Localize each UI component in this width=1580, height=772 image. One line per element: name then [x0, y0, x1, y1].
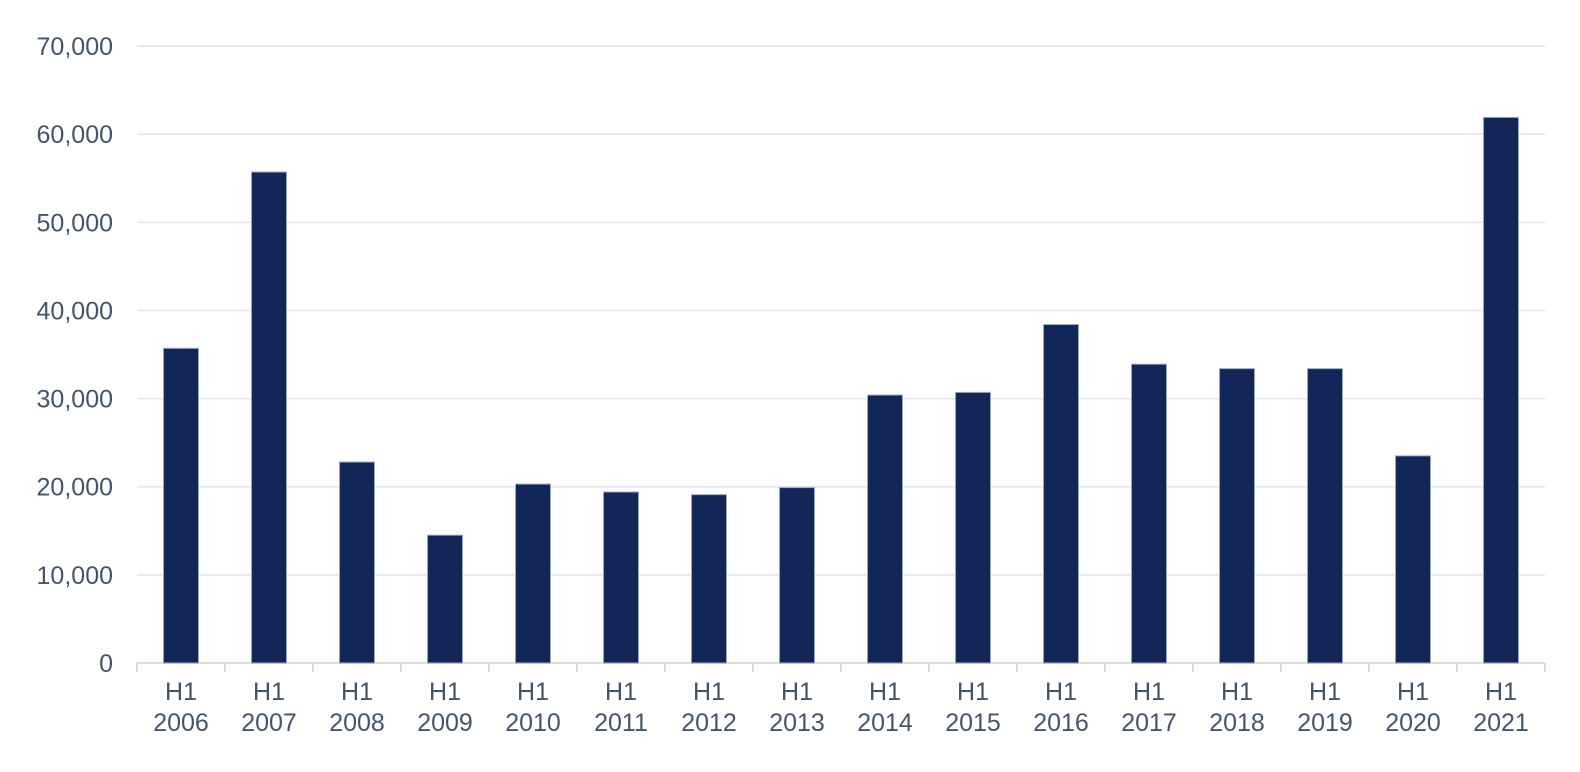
bar	[163, 347, 199, 664]
bar	[1395, 455, 1431, 664]
x-tick-label: H1 2011	[594, 678, 648, 737]
bar	[251, 171, 287, 664]
bar	[1131, 363, 1167, 664]
bar	[427, 534, 463, 664]
bar	[691, 494, 727, 664]
bar	[1043, 324, 1079, 664]
x-tick-label: H1 2017	[1121, 678, 1177, 737]
x-tick-label: H1 2021	[1473, 678, 1529, 737]
x-tick-label: H1 2007	[241, 678, 297, 737]
x-tick-label: H1 2019	[1297, 678, 1353, 737]
y-tick-label: 70,000	[37, 33, 113, 61]
y-tick-label: 30,000	[37, 386, 113, 414]
x-tick-label: H1 2009	[417, 678, 473, 737]
y-tick-label: 60,000	[37, 121, 113, 149]
x-tick-label: H1 2018	[1209, 678, 1265, 737]
y-tick-label: 40,000	[37, 297, 113, 325]
bar	[603, 491, 639, 664]
bar	[1307, 368, 1343, 664]
y-tick-label: 20,000	[37, 474, 113, 502]
y-tick-label: 10,000	[37, 562, 113, 590]
x-tick-label: H1 2020	[1385, 678, 1441, 737]
bar	[955, 391, 991, 664]
x-tick-label: H1 2015	[945, 678, 1001, 737]
bar	[867, 394, 903, 664]
bar	[1219, 368, 1255, 664]
x-tick-label: H1 2014	[857, 678, 913, 737]
x-tick-label: H1 2008	[329, 678, 385, 737]
bar	[339, 461, 375, 664]
y-tick-label: 50,000	[37, 209, 113, 237]
x-tick-label: H1 2010	[505, 678, 561, 737]
bar	[1483, 116, 1519, 664]
x-tick-label: H1 2016	[1033, 678, 1089, 737]
bar	[779, 487, 815, 664]
bar	[515, 483, 551, 664]
y-tick-label: 0	[99, 650, 113, 678]
x-tick-label: H1 2013	[769, 678, 825, 737]
x-tick-label: H1 2006	[153, 678, 209, 737]
x-tick-label: H1 2012	[681, 678, 737, 737]
